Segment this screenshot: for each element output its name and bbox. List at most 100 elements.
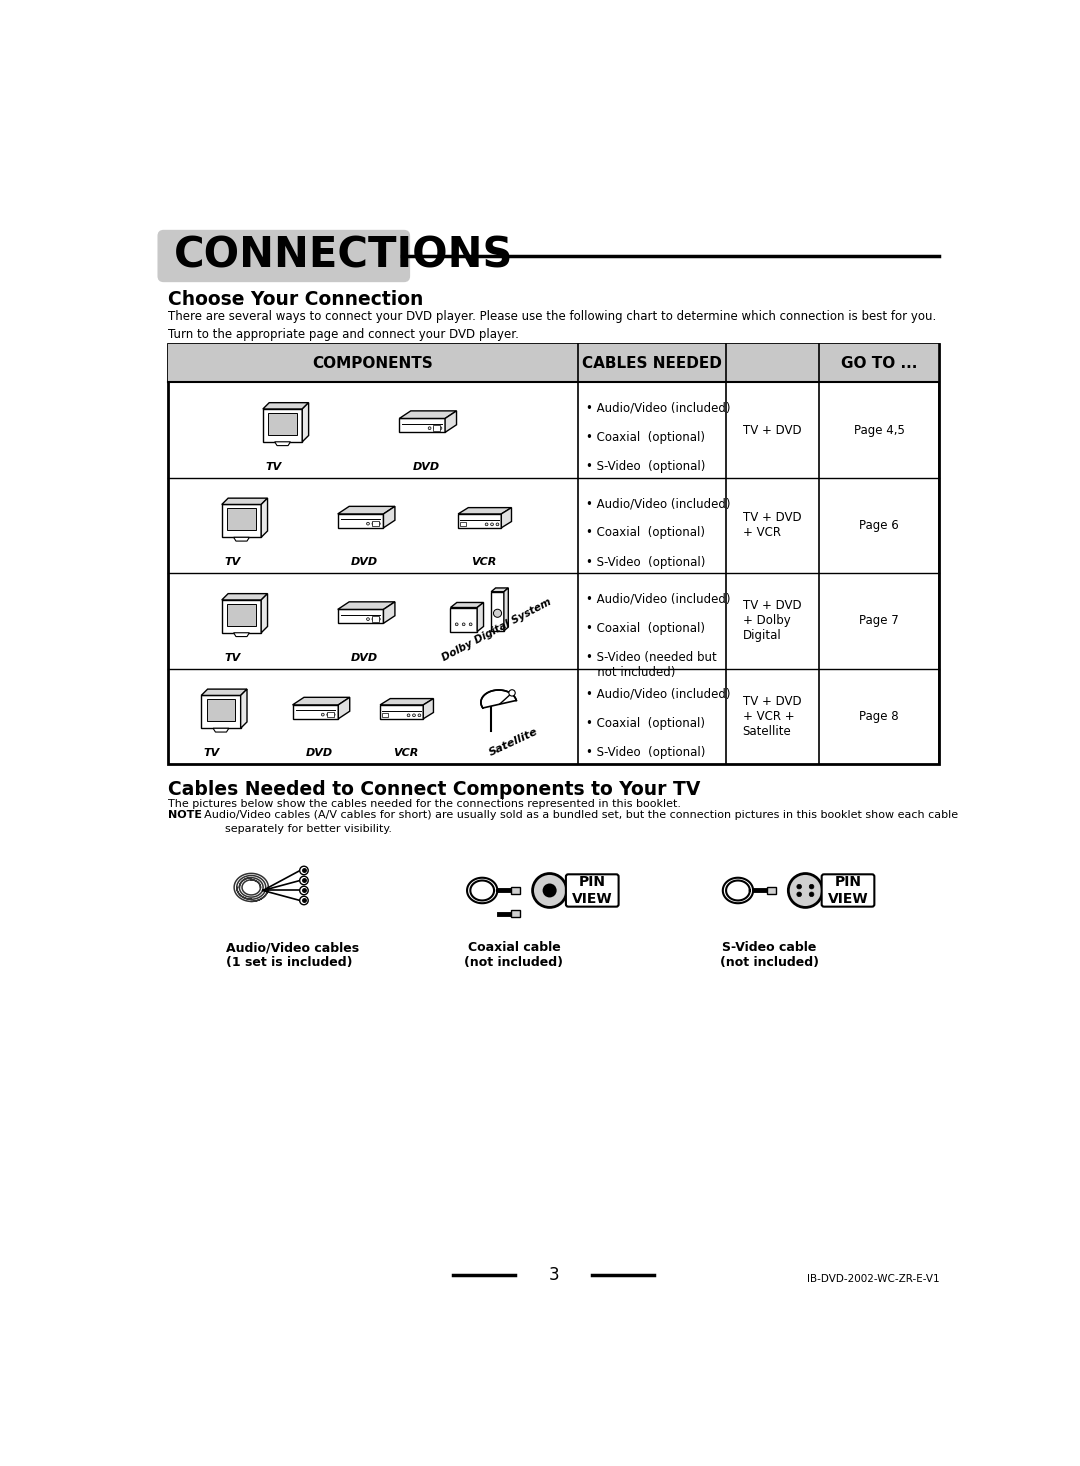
Circle shape [496, 523, 499, 526]
Text: DVD: DVD [413, 462, 440, 472]
Text: • Coaxial  (optional): • Coaxial (optional) [586, 431, 705, 444]
Text: Page 8: Page 8 [860, 710, 899, 723]
Circle shape [440, 427, 442, 430]
Text: TV: TV [224, 557, 241, 567]
Bar [382, 712, 388, 717]
Bar [326, 711, 334, 717]
Circle shape [485, 523, 488, 526]
Polygon shape [491, 592, 504, 630]
Circle shape [494, 610, 501, 617]
Text: Cables Needed to Connect Components to Your TV: Cables Needed to Connect Components to Y… [167, 780, 700, 799]
Text: • Audio/Video (included): • Audio/Video (included) [586, 497, 730, 510]
Bar [372, 616, 379, 622]
Polygon shape [221, 504, 261, 538]
Circle shape [490, 523, 494, 526]
Polygon shape [491, 588, 509, 592]
Bar [511, 887, 521, 894]
Text: 3: 3 [549, 1267, 558, 1284]
Text: PIN
VIEW: PIN VIEW [572, 875, 612, 906]
Text: • S-Video  (optional): • S-Video (optional) [586, 746, 705, 759]
Polygon shape [221, 600, 261, 633]
Text: • S-Video (needed but
   not included): • S-Video (needed but not included) [586, 651, 717, 679]
Circle shape [366, 522, 369, 525]
Circle shape [532, 874, 567, 907]
Circle shape [327, 714, 329, 715]
Polygon shape [338, 610, 383, 623]
Circle shape [456, 623, 458, 626]
Circle shape [322, 714, 324, 715]
Polygon shape [481, 690, 516, 708]
Polygon shape [302, 403, 309, 441]
Bar [167, 345, 940, 764]
Text: TV + DVD
+ Dolby
Digital: TV + DVD + Dolby Digital [743, 600, 801, 642]
Text: Choose Your Connection: Choose Your Connection [167, 290, 423, 309]
Polygon shape [338, 515, 383, 528]
Bar [511, 910, 521, 918]
Polygon shape [458, 515, 501, 528]
Text: • Coaxial  (optional): • Coaxial (optional) [586, 622, 705, 635]
Polygon shape [221, 498, 268, 504]
Circle shape [299, 887, 308, 894]
Polygon shape [338, 603, 395, 610]
Bar [268, 412, 297, 435]
Polygon shape [338, 506, 395, 515]
Circle shape [407, 714, 410, 717]
Polygon shape [261, 594, 268, 633]
Text: • S-Video  (optional): • S-Video (optional) [586, 556, 705, 569]
Text: • Audio/Video (included): • Audio/Video (included) [586, 402, 730, 415]
Circle shape [372, 617, 375, 620]
Text: Audio/Video cables
(1 set is included): Audio/Video cables (1 set is included) [226, 941, 359, 969]
Polygon shape [213, 729, 229, 732]
Bar [433, 425, 441, 431]
Bar [460, 522, 465, 526]
Text: DVD: DVD [351, 652, 378, 663]
Circle shape [509, 689, 515, 696]
Circle shape [372, 522, 375, 525]
Text: TV: TV [265, 462, 282, 472]
Text: Coaxial cable
(not included): Coaxial cable (not included) [464, 941, 564, 969]
Polygon shape [201, 689, 247, 695]
Polygon shape [201, 695, 241, 729]
Circle shape [809, 891, 814, 897]
Polygon shape [241, 689, 247, 729]
Polygon shape [261, 498, 268, 538]
Text: S-Video cable
(not included): S-Video cable (not included) [720, 941, 819, 969]
Polygon shape [380, 699, 433, 705]
Circle shape [299, 877, 308, 884]
Text: PIN
VIEW: PIN VIEW [827, 875, 868, 906]
Text: Page 4,5: Page 4,5 [853, 424, 904, 437]
Text: TV + DVD
+ VCR +
Satellite: TV + DVD + VCR + Satellite [743, 695, 801, 737]
Polygon shape [338, 698, 350, 718]
Polygon shape [262, 403, 309, 409]
Polygon shape [383, 506, 395, 528]
Circle shape [333, 714, 335, 715]
Bar [227, 604, 256, 626]
Circle shape [809, 884, 814, 888]
Circle shape [797, 884, 801, 888]
Text: Dolby Digital System: Dolby Digital System [441, 597, 553, 663]
Text: TV + DVD: TV + DVD [743, 424, 801, 437]
Text: TV: TV [224, 652, 241, 663]
Circle shape [788, 874, 823, 907]
Bar [167, 345, 940, 383]
Polygon shape [501, 507, 512, 528]
FancyBboxPatch shape [566, 874, 619, 906]
Circle shape [377, 522, 380, 525]
Text: TV: TV [203, 748, 219, 758]
Text: • Coaxial  (optional): • Coaxial (optional) [586, 526, 705, 539]
Circle shape [469, 623, 472, 626]
Circle shape [299, 896, 308, 905]
FancyBboxPatch shape [158, 230, 410, 281]
Polygon shape [450, 603, 484, 607]
Polygon shape [233, 538, 249, 541]
Polygon shape [233, 633, 249, 636]
Polygon shape [274, 441, 291, 446]
Circle shape [428, 427, 431, 430]
Circle shape [366, 617, 369, 620]
Text: • Coaxial  (optional): • Coaxial (optional) [586, 717, 705, 730]
Text: • Audio/Video (included): • Audio/Video (included) [586, 592, 730, 605]
Text: Page 6: Page 6 [859, 519, 899, 532]
Circle shape [299, 866, 308, 875]
Text: GO TO ...: GO TO ... [841, 356, 917, 371]
Polygon shape [400, 410, 457, 418]
